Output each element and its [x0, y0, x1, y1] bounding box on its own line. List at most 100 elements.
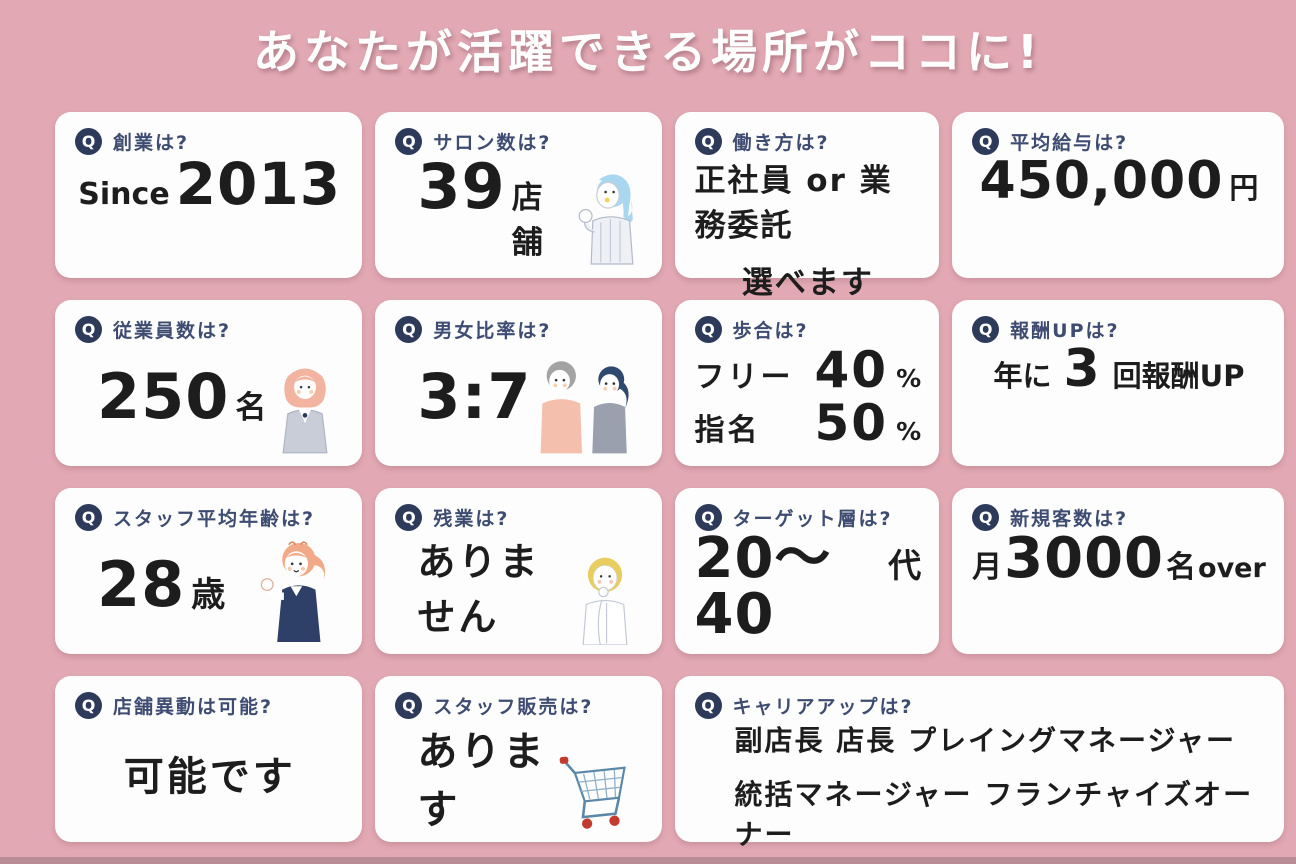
- q-badge-icon: Q: [972, 504, 1000, 531]
- answer-value: 3000: [1004, 526, 1165, 591]
- man-woman-icon: [532, 358, 644, 454]
- answer: 20〜40 代: [695, 531, 922, 649]
- answer-text: ありません: [417, 540, 541, 639]
- answer-value: 3: [1063, 339, 1101, 399]
- qa-card-average-age: Q スタッフ平均年齢は? 28 歳: [55, 488, 363, 654]
- question-label: スタッフ平均年齢は?: [113, 508, 316, 530]
- question-label: 創業は?: [113, 132, 190, 154]
- answer-line1: 正社員 or 業務委託: [694, 163, 893, 244]
- qa-card-salon-count: Q サロン数は? 39 店舗: [375, 112, 662, 278]
- q-badge-icon: Q: [395, 128, 423, 155]
- answer-line1: 副店長 店長 プレイングマネージャー: [734, 724, 1237, 757]
- answer: あります: [395, 719, 643, 841]
- page-title: あなたが活躍できる場所がココに!: [252, 25, 1044, 79]
- qa-card-new-customers: Q 新規客数は? 月 3000 名 over: [952, 488, 1284, 654]
- question-label: 働き方は?: [732, 132, 830, 154]
- question-row: Q 創業は?: [75, 128, 344, 155]
- q-badge-icon: Q: [395, 504, 423, 531]
- answer-line2: 統括マネージャー フランチャイズオーナー: [734, 778, 1254, 851]
- answer-value: 2013: [175, 150, 342, 218]
- qa-card-target-age: Q ターゲット層は? 20〜40 代: [674, 488, 940, 654]
- blonde-person-icon: [566, 553, 644, 645]
- q-badge-icon: Q: [75, 504, 102, 531]
- question-label: 新規客数は?: [1010, 508, 1129, 530]
- question-row: Q 報酬UPは?: [972, 316, 1266, 343]
- answer-prefix: 年に: [993, 359, 1052, 393]
- answer-label: フリー: [694, 360, 794, 395]
- answer-unit: 円: [1229, 171, 1259, 205]
- qa-card-career-path: Q キャリアアップは? 副店長 店長 プレイングマネージャー 統括マネージャー …: [674, 676, 1284, 851]
- question-row: Q 残業は?: [395, 504, 643, 531]
- question-label: ターゲット層は?: [732, 508, 893, 530]
- answer-unit: 店舗: [511, 179, 543, 261]
- question-row: Q スタッフ平均年齢は?: [75, 504, 344, 531]
- q-badge-icon: Q: [75, 692, 102, 719]
- answer: 可能です: [75, 719, 344, 832]
- question-label: 平均給与は?: [1010, 132, 1129, 154]
- answer: フリー 40 % 指名 50 %: [695, 343, 922, 456]
- qa-card-store-transfer: Q 店舗異動は可能? 可能です: [55, 676, 363, 842]
- answer: 正社員 or 業務委託 選べます: [695, 155, 922, 308]
- question-row: Q スタッフ販売は?: [395, 692, 643, 719]
- question-row: Q 歩合は?: [694, 316, 922, 343]
- q-badge-icon: Q: [395, 316, 423, 343]
- answer-unit: 歳: [191, 574, 226, 615]
- bottom-strip: [0, 857, 1296, 864]
- answer-line2: 選べます: [741, 265, 874, 301]
- answer-value: 28: [97, 547, 186, 621]
- qa-card-gender-ratio: Q 男女比率は? 3:7: [375, 300, 662, 466]
- qa-card-average-salary: Q 平均給与は? 450,000 円: [952, 112, 1284, 278]
- answer-unit: %: [896, 416, 922, 446]
- qa-card-founded: Q 創業は? Since 2013: [55, 112, 363, 278]
- answer: 年に 3 回報酬UP: [972, 343, 1266, 456]
- commission-row-nominated: 指名 50 %: [694, 396, 922, 450]
- question-row: Q ターゲット層は?: [694, 504, 922, 531]
- question-label: 従業員数は?: [113, 320, 232, 342]
- answer-prefix: Since: [78, 177, 170, 212]
- q-badge-icon: Q: [395, 692, 423, 719]
- waving-girl-icon: [252, 538, 344, 642]
- qa-card-work-style: Q 働き方は? 正社員 or 業務委託 選べます: [674, 112, 940, 301]
- answer: 28 歳: [75, 531, 344, 644]
- question-row: Q キャリアアップは?: [694, 692, 1266, 719]
- qa-card-grid: Q 創業は? Since 2013 Q サロン数は? 39 店舗: [55, 112, 1284, 851]
- answer-unit: 代: [888, 546, 922, 585]
- answer: 月 3000 名 over: [972, 531, 1266, 644]
- question-label: スタッフ販売は?: [433, 696, 594, 718]
- shopping-cart-icon: [558, 751, 644, 831]
- question-label: 報酬UPは?: [1010, 320, 1120, 342]
- answer-value: 250: [97, 359, 230, 433]
- answer-suffix: 回報酬UP: [1112, 359, 1245, 393]
- answer: Since 2013: [75, 155, 344, 268]
- man-fist-icon: [572, 166, 644, 266]
- question-row: Q 働き方は?: [694, 128, 922, 155]
- question-label: 店舗異動は可能?: [113, 696, 274, 718]
- answer: 250 名: [75, 343, 344, 456]
- question-label: 残業は?: [433, 508, 510, 530]
- answer-prefix: 月: [972, 550, 1003, 585]
- q-badge-icon: Q: [694, 316, 722, 343]
- answer-value: 20〜40: [694, 526, 832, 647]
- answer: 副店長 店長 プレイングマネージャー 統括マネージャー フランチャイズオーナー: [695, 719, 1266, 859]
- q-badge-icon: Q: [972, 128, 1000, 155]
- qa-card-commission: Q 歩合は? フリー 40 % 指名 50 %: [674, 300, 940, 466]
- answer-text: あります: [417, 729, 547, 833]
- answer-value: 39: [417, 149, 506, 223]
- q-badge-icon: Q: [972, 316, 1000, 343]
- question-label: サロン数は?: [433, 132, 552, 154]
- q-badge-icon: Q: [75, 128, 102, 155]
- question-row: Q サロン数は?: [395, 128, 643, 155]
- qa-card-staff-sales: Q スタッフ販売は? あります: [375, 676, 662, 842]
- answer-suffix2: over: [1198, 553, 1266, 584]
- answer-label: 指名: [694, 412, 761, 448]
- qa-card-pay-raise: Q 報酬UPは? 年に 3 回報酬UP: [952, 300, 1284, 466]
- q-badge-icon: Q: [694, 692, 722, 719]
- question-row: Q 平均給与は?: [972, 128, 1266, 155]
- question-row: Q 店舗異動は可能?: [75, 692, 344, 719]
- answer: 3:7: [395, 343, 643, 456]
- answer-unit: 名: [235, 389, 267, 426]
- answer: ありません: [395, 531, 643, 647]
- q-badge-icon: Q: [75, 316, 102, 343]
- qa-card-employee-count: Q 従業員数は? 250 名: [55, 300, 363, 466]
